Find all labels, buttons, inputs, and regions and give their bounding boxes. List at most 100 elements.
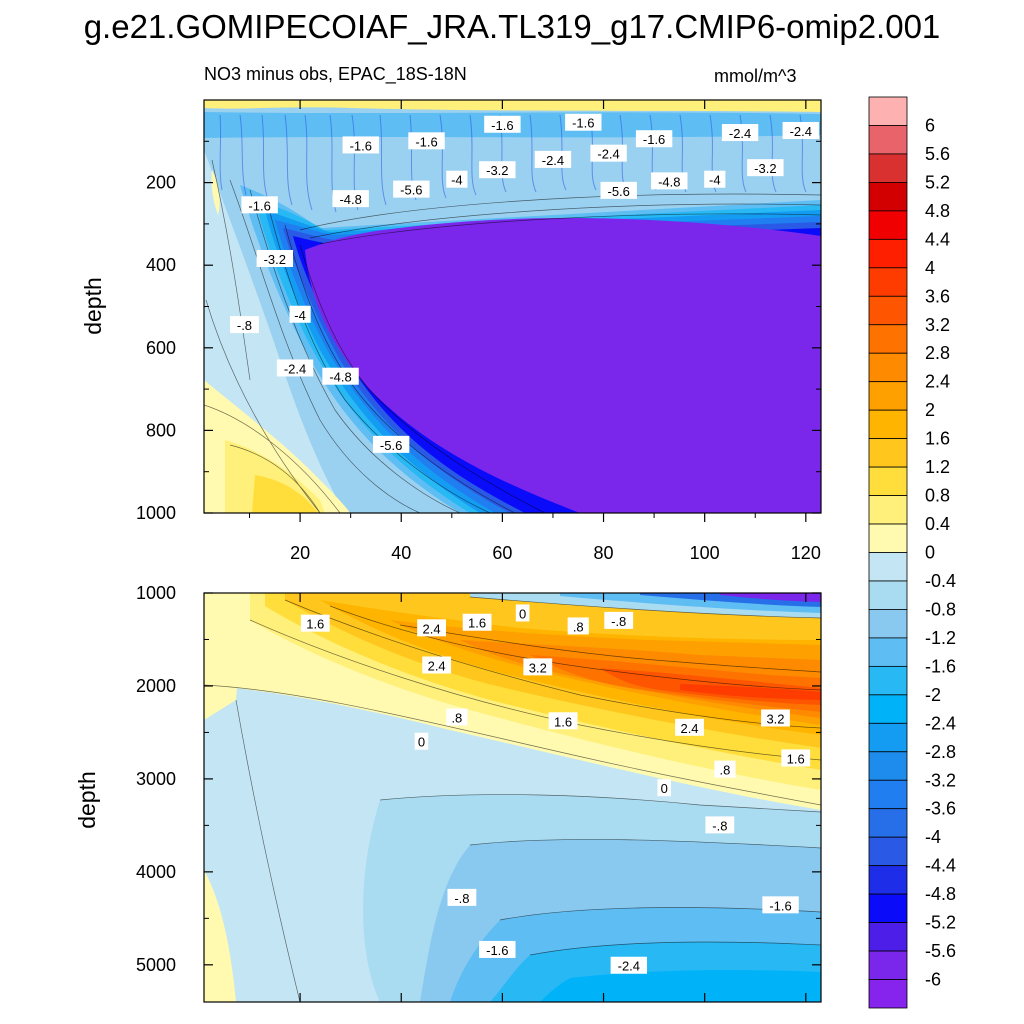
upper-contour-label-text: -4.8 [658, 174, 680, 189]
upper-panel: 200 400 600 800 1000 20 40 60 80 100 120 depth -1… [80, 99, 822, 563]
lower-contour-label-box [446, 708, 468, 726]
upper-contour-label-box [721, 124, 759, 142]
upper-contour-label-box [747, 159, 784, 177]
upper-contour-label-text: -1.6 [572, 116, 594, 131]
upper-contour-label-text: -1.6 [350, 138, 372, 153]
colorbar-box [868, 96, 908, 126]
colorbar-box [868, 409, 908, 440]
colorbar-box [868, 495, 908, 525]
upper-contour-label-box [565, 113, 602, 131]
colorbar-label: -4 [925, 827, 941, 847]
colorbar-label: 1.6 [925, 429, 950, 449]
lower-contour-label: 0 [515, 604, 530, 622]
colorbar-box [868, 523, 908, 553]
lower-contour-label-text: -.8 [611, 614, 626, 629]
upper-contour-label: -1.6 [565, 113, 602, 131]
colorbar-label: -2.4 [925, 713, 956, 733]
lower-contour-label-box [714, 760, 736, 778]
upper-xtick-label: 80 [594, 543, 614, 563]
colorbar-box [868, 125, 908, 155]
lower-plot-frame [203, 592, 822, 1003]
lower-contour-label-box [414, 732, 429, 750]
upper-contour-label: -2.4 [721, 124, 759, 142]
colorbar-label: -5.6 [925, 941, 956, 961]
upper-contour-label: -4.8 [651, 172, 688, 190]
upper-contour-label-box [479, 161, 516, 179]
colorbar-box [868, 381, 908, 411]
upper-x-tick-labels: 20 40 60 80 100 120 [290, 543, 821, 563]
colorbar-label: 4 [925, 258, 935, 278]
lower-contour-label-text: -1.6 [769, 898, 791, 913]
upper-contour-label: -4.8 [332, 190, 369, 208]
lower-contour-label-box [610, 956, 648, 974]
colorbar-box [868, 865, 908, 895]
upper-contour-label: -1.6 [241, 196, 278, 214]
upper-contour-label: -2.4 [590, 144, 627, 162]
lower-contour-label-box [604, 611, 634, 629]
colorbar-label: -1.6 [925, 656, 956, 676]
upper-contour-label-box [590, 144, 627, 162]
lower-contour-label: -1.6 [762, 896, 799, 914]
lower-contour-label-box [523, 658, 553, 676]
upper-contour-label-box [408, 132, 445, 150]
upper-contour-label-text: -5.6 [608, 184, 630, 199]
colorbar-label: -6 [925, 970, 941, 990]
lower-contour-label-box [447, 888, 477, 906]
colorbar-box [868, 979, 908, 1009]
lower-contour-label: 3.2 [761, 709, 790, 727]
lower-contour-label-text: 2.4 [680, 721, 698, 736]
colorbar-box [868, 324, 908, 354]
upper-contour-label-box [484, 115, 521, 133]
lower-contour-label-text: 2.4 [428, 659, 446, 674]
lower-contour-label-text: 1.6 [468, 616, 486, 631]
lower-contour-label-text: -2.4 [618, 959, 640, 974]
upper-ytick-label: 600 [146, 338, 176, 358]
lower-y-tick-labels: 1000 2000 3000 4000 5000 [136, 583, 176, 975]
upper-xtick-label: 60 [492, 543, 512, 563]
upper-contour-label: -2.4 [534, 150, 572, 168]
lower-contour-label-text: 0 [418, 735, 425, 750]
colorbar-label: -4.8 [925, 884, 956, 904]
upper-contour-label-box [651, 172, 688, 190]
lower-contour-label: 3.2 [523, 658, 553, 676]
upper-contour-fills [204, 100, 821, 513]
lower-contour-label-text: 0 [661, 781, 668, 796]
upper-contour-label-text: -4.8 [329, 370, 351, 385]
upper-contour-label: -5.6 [393, 180, 430, 198]
lower-contour-label-text: 1.6 [554, 714, 572, 729]
colorbar-label: 2.8 [925, 343, 950, 363]
colorbar-box [868, 210, 908, 240]
colorbar-box [868, 295, 908, 326]
lower-contour-label-text: .8 [451, 711, 462, 726]
upper-contour-label-box [256, 250, 294, 268]
colorbar-label: 0 [925, 543, 935, 563]
lower-contour-label-box [417, 619, 446, 637]
colorbar-box [868, 352, 908, 383]
upper-contour-label-box [322, 367, 359, 385]
upper-contour-label-box [534, 150, 572, 168]
lower-contour-label-box [762, 896, 799, 914]
upper-xtick-label: 120 [791, 543, 821, 563]
colorbar-box [868, 267, 908, 297]
colorbar-box [868, 438, 908, 468]
lower-contour-label: 1.6 [462, 613, 492, 631]
chart-title: g.e21.GOMIPECOIAF_JRA.TL319_g17.CMIP6-om… [83, 8, 941, 45]
upper-contour-label: -4 [704, 170, 726, 188]
upper-contour-label-text: -4 [451, 173, 463, 188]
colorbar-label: 5.6 [925, 144, 950, 164]
colorbar-label: 2 [925, 400, 935, 420]
colorbar-box [868, 893, 908, 923]
upper-contour-label-text: -2.4 [284, 361, 306, 376]
upper-contour-label: -3.2 [479, 161, 516, 179]
colorbar-box [868, 950, 908, 980]
colorbar-label: -2.8 [925, 742, 956, 762]
upper-contour-label-box [393, 180, 430, 198]
colorbar-box [868, 153, 908, 183]
colorbar-label: -0.8 [925, 599, 956, 619]
colorbar-label: 4.8 [925, 201, 950, 221]
colorbar-label: -3.6 [925, 799, 956, 819]
colorbar-label: -0.4 [925, 571, 956, 591]
upper-contour-label-text: -1.6 [248, 198, 270, 213]
upper-contour-label: -1.6 [342, 136, 379, 154]
